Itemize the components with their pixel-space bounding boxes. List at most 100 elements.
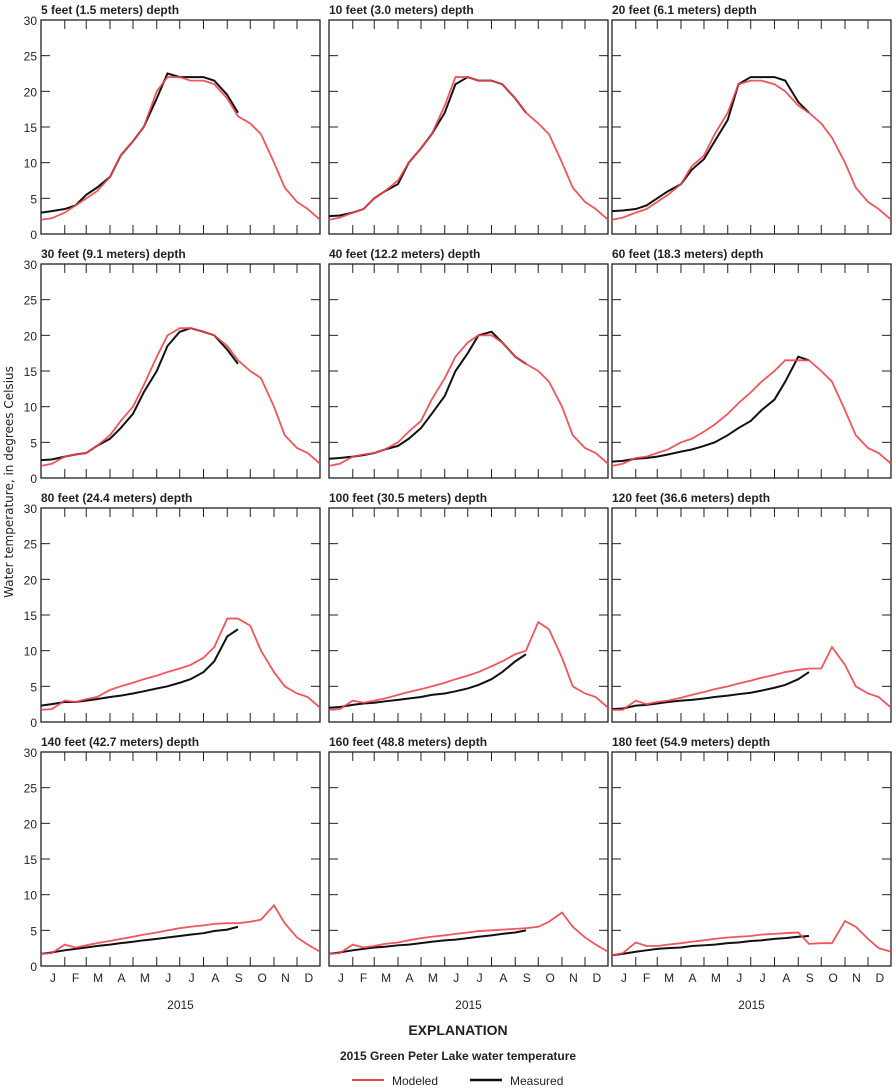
month-label: J	[338, 971, 344, 985]
plot-frame	[328, 263, 609, 479]
month-label: O	[257, 971, 266, 985]
plot-frame	[611, 263, 892, 479]
measured-line	[611, 355, 810, 463]
y-tick-label: 5	[30, 680, 37, 694]
measured-line	[328, 75, 527, 218]
legend-modeled-label: Modeled	[392, 1074, 438, 1088]
month-label: D	[593, 971, 602, 985]
chart-panel: 30 feet (9.1 meters) depth 0 5 10 15 20 25 30	[24, 247, 321, 486]
month-label: A	[405, 971, 413, 985]
modeled-line	[612, 645, 892, 711]
plot-frame	[40, 507, 321, 723]
measured-line	[611, 76, 810, 213]
modeled-line	[40, 76, 321, 221]
panel-title: 5 feet (1.5 meters) depth	[41, 3, 179, 17]
y-tick-label: 30	[24, 14, 38, 28]
month-label: M	[93, 971, 103, 985]
month-label: S	[806, 971, 814, 985]
chart-panel: 60 feet (18.3 meters) depth	[611, 247, 892, 479]
month-label: M	[140, 971, 150, 985]
legend-title: 2015 Green Peter Lake water temperature	[340, 1049, 576, 1063]
y-tick-label: 0	[30, 228, 37, 242]
month-label: O	[545, 971, 554, 985]
y-tick-label: 15	[24, 609, 38, 623]
y-tick-label: 20	[24, 573, 38, 587]
month-label: A	[211, 971, 219, 985]
month-label: J	[189, 971, 195, 985]
y-tick-label: 10	[24, 401, 38, 415]
y-tick-label: 15	[24, 853, 38, 867]
month-label: J	[621, 971, 627, 985]
panel-title: 100 feet (30.5 meters) depth	[329, 491, 487, 505]
y-tick-label: 10	[24, 157, 38, 171]
y-tick-label: 25	[24, 294, 38, 308]
month-label: S	[523, 971, 531, 985]
y-tick-label: 25	[24, 782, 38, 796]
y-tick-label: 30	[24, 258, 38, 272]
y-tick-label: 10	[24, 645, 38, 659]
month-label: A	[117, 971, 125, 985]
y-tick-label: 20	[24, 329, 38, 343]
measured-line	[611, 935, 810, 957]
month-label: N	[569, 971, 578, 985]
month-label: D	[305, 971, 314, 985]
y-tick-label: 25	[24, 538, 38, 552]
month-label: A	[499, 971, 507, 985]
month-label: J	[760, 971, 766, 985]
chart-panel: 10 feet (3.0 meters) depth	[328, 3, 609, 235]
plot-frame	[611, 507, 892, 723]
chart-panel: 5 feet (1.5 meters) depth 0 5 10 15 20 25 30	[24, 3, 321, 242]
chart-panel: 120 feet (36.6 meters) depth	[611, 491, 892, 723]
modeled-line	[611, 919, 892, 957]
chart-panel: 80 feet (24.4 meters) depth 0 5 10 15 20 25 30	[24, 491, 321, 730]
month-label: O	[828, 971, 837, 985]
modeled-line	[611, 359, 892, 467]
month-label: J	[736, 971, 742, 985]
chart-panel: 40 feet (12.2 meters) depth	[328, 247, 609, 479]
month-label: M	[428, 971, 438, 985]
measured-line	[40, 72, 239, 214]
month-label: N	[852, 971, 861, 985]
y-tick-label: 0	[30, 716, 37, 730]
month-label: F	[72, 971, 79, 985]
x-axis-label: 2015	[167, 998, 194, 1012]
month-label: M	[381, 971, 391, 985]
panel-title: 20 feet (6.1 meters) depth	[612, 3, 757, 17]
y-tick-label: 25	[24, 50, 38, 64]
y-tick-label: 0	[30, 472, 37, 486]
y-tick-label: 30	[24, 746, 38, 760]
y-tick-label: 30	[24, 502, 38, 516]
y-tick-label: 5	[30, 924, 37, 938]
month-label: F	[643, 971, 650, 985]
month-label: F	[360, 971, 367, 985]
legend-measured-label: Measured	[510, 1074, 563, 1088]
month-label: A	[688, 971, 696, 985]
month-label: M	[664, 971, 674, 985]
month-label: D	[876, 971, 885, 985]
panel-title: 160 feet (48.8 meters) depth	[329, 735, 487, 749]
measured-line	[40, 628, 239, 707]
modeled-line	[40, 617, 321, 711]
legend: Modeled Measured	[352, 1074, 563, 1088]
y-tick-label: 10	[24, 889, 38, 903]
modeled-line	[40, 327, 321, 467]
chart-panel: 100 feet (30.5 meters) depth	[328, 491, 609, 723]
modeled-line	[40, 903, 321, 955]
modeled-line	[328, 620, 609, 711]
chart-panel: 20 feet (6.1 meters) depth	[611, 3, 892, 235]
panel-title: 10 feet (3.0 meters) depth	[329, 3, 474, 17]
measured-line	[40, 925, 239, 955]
y-axis-label: Water temperature, in degrees Celsius	[2, 366, 16, 598]
panel-title: 30 feet (9.1 meters) depth	[41, 247, 186, 261]
measured-line	[328, 929, 527, 955]
measured-line	[328, 653, 527, 709]
y-tick-label: 5	[30, 436, 37, 450]
plot-frame	[40, 19, 321, 235]
month-label: J	[50, 971, 56, 985]
plot-frame	[611, 751, 892, 967]
y-tick-label: 0	[30, 960, 37, 974]
month-label: S	[235, 971, 243, 985]
month-label: J	[453, 971, 459, 985]
y-tick-label: 20	[24, 85, 38, 99]
